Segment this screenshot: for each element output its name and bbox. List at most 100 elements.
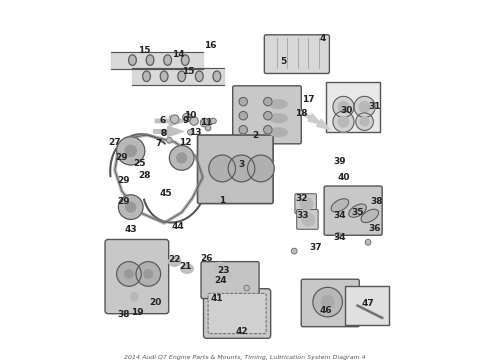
Text: 15: 15	[182, 67, 195, 76]
Circle shape	[177, 153, 187, 163]
Text: 45: 45	[160, 189, 172, 198]
Circle shape	[144, 270, 152, 278]
Text: 23: 23	[218, 266, 230, 275]
Circle shape	[356, 113, 373, 130]
Ellipse shape	[131, 292, 138, 301]
Ellipse shape	[143, 71, 150, 82]
Text: 3: 3	[238, 161, 245, 170]
Circle shape	[117, 262, 141, 286]
Text: 38: 38	[370, 197, 383, 206]
Text: 15: 15	[139, 46, 151, 55]
Text: 2: 2	[252, 131, 259, 140]
Text: 13: 13	[190, 128, 202, 137]
Text: 4: 4	[319, 34, 325, 43]
Text: 29: 29	[118, 176, 130, 185]
FancyBboxPatch shape	[197, 135, 273, 204]
Text: 5: 5	[281, 57, 287, 66]
Circle shape	[359, 102, 370, 112]
Text: 31: 31	[369, 102, 381, 111]
Circle shape	[136, 262, 161, 286]
Text: 14: 14	[172, 50, 185, 59]
Text: 44: 44	[172, 222, 185, 231]
Ellipse shape	[128, 55, 136, 66]
Text: 1: 1	[219, 195, 225, 204]
Circle shape	[321, 296, 334, 309]
Text: 11: 11	[200, 118, 213, 127]
Circle shape	[125, 270, 133, 278]
Text: 37: 37	[309, 243, 321, 252]
Circle shape	[202, 118, 207, 124]
Circle shape	[247, 155, 274, 182]
Text: 12: 12	[179, 138, 192, 147]
Text: 19: 19	[131, 308, 144, 317]
Text: 18: 18	[295, 109, 308, 118]
Circle shape	[205, 125, 211, 131]
Ellipse shape	[361, 209, 379, 222]
Text: 41: 41	[211, 294, 223, 303]
Text: 40: 40	[337, 173, 350, 182]
Circle shape	[239, 112, 247, 120]
Circle shape	[200, 118, 209, 127]
Text: 10: 10	[184, 111, 196, 120]
Text: 6: 6	[159, 116, 166, 125]
Text: 30: 30	[341, 106, 353, 115]
Text: 29: 29	[116, 153, 128, 162]
Circle shape	[335, 233, 341, 238]
Text: 46: 46	[319, 306, 332, 315]
Text: 34: 34	[334, 233, 346, 242]
Text: 39: 39	[334, 157, 346, 166]
Text: 22: 22	[169, 255, 181, 264]
Text: 27: 27	[109, 138, 121, 147]
Circle shape	[360, 117, 369, 126]
Circle shape	[333, 111, 354, 132]
FancyBboxPatch shape	[208, 293, 266, 334]
Circle shape	[183, 113, 191, 122]
Circle shape	[117, 137, 145, 165]
Circle shape	[292, 248, 297, 254]
Circle shape	[161, 129, 167, 135]
Ellipse shape	[213, 71, 220, 82]
Circle shape	[338, 116, 349, 127]
Ellipse shape	[270, 100, 287, 108]
Circle shape	[302, 213, 315, 226]
Circle shape	[365, 239, 371, 245]
Circle shape	[264, 98, 272, 106]
Text: 33: 33	[297, 211, 309, 220]
Circle shape	[354, 96, 375, 117]
Text: 16: 16	[203, 41, 216, 50]
Text: 2014 Audi Q7 Engine Parts & Mounts, Timing, Lubrication System Diagram 4: 2014 Audi Q7 Engine Parts & Mounts, Timi…	[124, 355, 366, 360]
FancyBboxPatch shape	[233, 86, 301, 144]
Circle shape	[313, 287, 343, 317]
Text: 20: 20	[149, 298, 162, 307]
Circle shape	[300, 197, 313, 210]
Ellipse shape	[270, 128, 287, 136]
Circle shape	[119, 195, 143, 220]
Text: 32: 32	[295, 194, 308, 203]
Ellipse shape	[164, 55, 171, 66]
Text: 17: 17	[302, 95, 315, 104]
Circle shape	[170, 145, 194, 170]
Ellipse shape	[178, 71, 186, 82]
Ellipse shape	[146, 55, 154, 66]
Circle shape	[125, 145, 136, 157]
Text: 7: 7	[156, 139, 162, 148]
Ellipse shape	[349, 204, 367, 217]
FancyBboxPatch shape	[326, 82, 380, 131]
Circle shape	[338, 102, 349, 112]
Circle shape	[333, 96, 354, 117]
FancyBboxPatch shape	[203, 289, 270, 338]
Text: 34: 34	[334, 211, 346, 220]
Circle shape	[264, 112, 272, 120]
Circle shape	[239, 126, 247, 134]
FancyBboxPatch shape	[301, 279, 359, 327]
FancyArrow shape	[309, 116, 330, 129]
Ellipse shape	[270, 114, 287, 122]
Ellipse shape	[160, 71, 168, 82]
Ellipse shape	[181, 55, 189, 66]
Text: 43: 43	[124, 225, 137, 234]
Ellipse shape	[220, 271, 232, 280]
FancyBboxPatch shape	[297, 210, 318, 229]
Text: 26: 26	[200, 253, 213, 262]
Circle shape	[167, 138, 172, 143]
Circle shape	[126, 202, 136, 212]
